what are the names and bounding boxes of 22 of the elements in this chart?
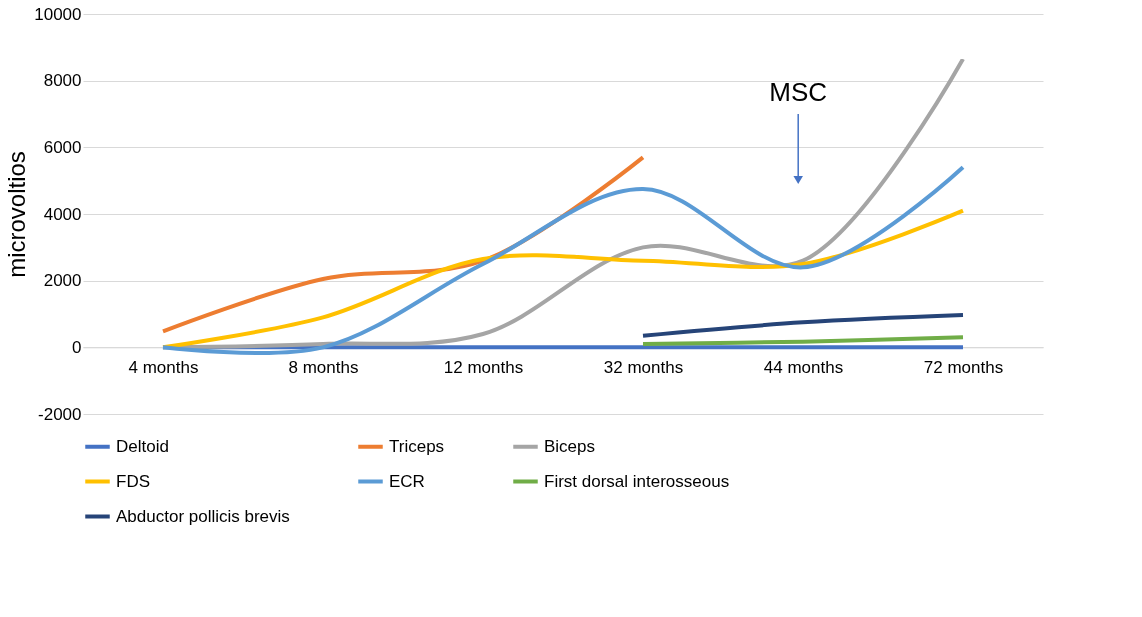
y-tick-label: 4000 — [43, 204, 82, 224]
x-tick-label: 32 months — [603, 357, 684, 377]
legend-label: Abductor pollicis brevis — [116, 506, 290, 526]
x-tick-label: 4 months — [128, 357, 199, 377]
y-tick-label: 6000 — [43, 137, 82, 157]
legend-label: Triceps — [389, 436, 445, 456]
legend-label: First dorsal interosseous — [544, 471, 730, 491]
y-tick-label: 10000 — [34, 4, 82, 24]
legend-label: FDS — [116, 471, 150, 491]
y-tick-label: 0 — [72, 337, 82, 357]
x-tick-label: 44 months — [763, 357, 844, 377]
y-tick-label: -2000 — [38, 404, 82, 424]
annotation: MSC — [769, 77, 828, 107]
y-axis-title: microvoltios — [3, 151, 31, 278]
legend-label: ECR — [389, 471, 425, 491]
legend-label: Deltoid — [116, 436, 169, 456]
y-tick-label: 2000 — [43, 271, 82, 291]
x-tick-label: 72 months — [923, 357, 1004, 377]
legend-label: Biceps — [544, 436, 596, 456]
y-tick-label: 8000 — [43, 71, 82, 91]
x-tick-label: 8 months — [288, 357, 359, 377]
x-tick-label: 12 months — [443, 357, 524, 377]
